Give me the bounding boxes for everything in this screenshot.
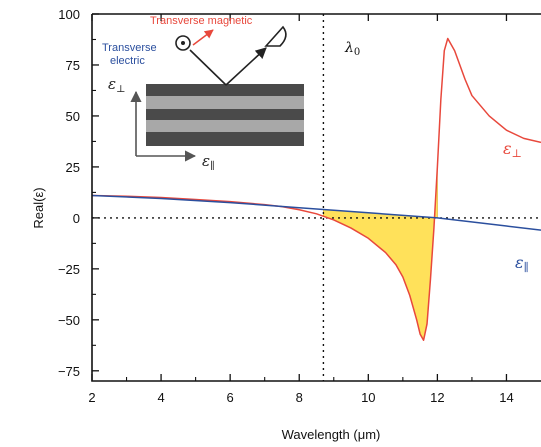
te-label-line2: electric <box>110 55 145 67</box>
x-tick-label: 12 <box>430 390 444 405</box>
incident-ray <box>189 49 227 86</box>
inset-illustration: Transverse magnetic Transverse electric … <box>102 15 304 172</box>
x-tick-label: 14 <box>499 390 513 405</box>
layer-stack-layer-4 <box>146 120 304 132</box>
shaded-region <box>323 166 438 341</box>
x-tick-label: 10 <box>361 390 375 405</box>
inset-eps-perp-label: ε⊥ <box>108 75 125 95</box>
lambda0-label: λ0 <box>344 40 360 58</box>
x-axis-title: Wavelength (μm) <box>282 427 381 442</box>
tm-label: Transverse magnetic <box>150 15 253 27</box>
layer-stack-layer-1 <box>146 84 304 96</box>
y-tick-label: 100 <box>58 7 80 22</box>
series-label-eps-perp: ε⊥ <box>503 139 522 160</box>
y-tick-label: −25 <box>58 262 80 277</box>
y-tick-label: −75 <box>58 364 80 379</box>
series-line-eps-par <box>92 194 541 231</box>
y-tick-label: 0 <box>73 211 80 226</box>
reflected-ray <box>225 47 267 86</box>
layer-stack-layer-2 <box>146 96 304 109</box>
y-tick-label: 75 <box>66 58 80 73</box>
te-label-line1: Transverse <box>102 42 157 54</box>
x-tick-label: 6 <box>227 390 234 405</box>
x-tick-label: 2 <box>88 390 95 405</box>
inset-eps-par-label: ε∥ <box>202 152 215 172</box>
x-tick-label: 4 <box>157 390 164 405</box>
layer-stack-layer-3 <box>146 109 304 120</box>
tm-polarization-arrow-icon <box>192 29 214 46</box>
y-tick-label: 50 <box>66 109 80 124</box>
layer-stack-layer-5 <box>146 132 304 146</box>
polarization-dot-icon <box>181 41 185 45</box>
y-axis-title: Real(ε) <box>31 187 46 228</box>
series-label-eps-par: ε∥ <box>515 253 529 274</box>
y-tick-label: −50 <box>58 313 80 328</box>
series-line-eps-perp <box>92 37 541 341</box>
detector-icon <box>264 25 287 47</box>
x-tick-label: 8 <box>296 390 303 405</box>
series-group <box>92 37 541 341</box>
y-tick-label: 25 <box>66 160 80 175</box>
ticks-group: 2 4 6 8 10 12 14 −75 −50 −25 0 25 50 75 100 <box>58 7 514 405</box>
